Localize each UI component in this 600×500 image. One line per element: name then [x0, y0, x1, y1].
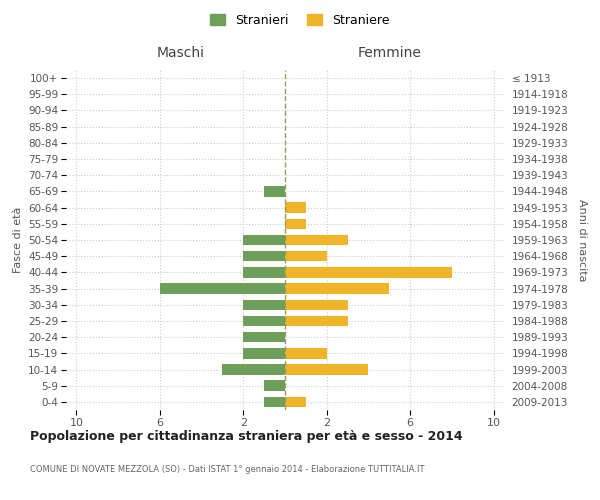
Bar	[285, 202, 306, 213]
Text: Maschi: Maschi	[157, 46, 205, 60]
Bar	[285, 218, 306, 229]
Bar	[223, 364, 285, 375]
Bar	[243, 316, 285, 326]
Bar	[243, 332, 285, 342]
Bar	[285, 396, 306, 407]
Bar	[285, 234, 347, 246]
Bar	[264, 396, 285, 407]
Bar	[285, 251, 327, 262]
Bar	[285, 364, 368, 375]
Bar	[243, 300, 285, 310]
Bar	[243, 251, 285, 262]
Legend: Stranieri, Straniere: Stranieri, Straniere	[205, 8, 395, 32]
Bar	[285, 284, 389, 294]
Bar	[285, 348, 327, 358]
Text: COMUNE DI NOVATE MEZZOLA (SO) - Dati ISTAT 1° gennaio 2014 - Elaborazione TUTTIT: COMUNE DI NOVATE MEZZOLA (SO) - Dati IST…	[30, 465, 425, 474]
Y-axis label: Fasce di età: Fasce di età	[13, 207, 23, 273]
Bar	[285, 316, 347, 326]
Bar	[264, 380, 285, 391]
Bar	[264, 186, 285, 196]
Bar	[243, 234, 285, 246]
Bar	[160, 284, 285, 294]
Bar	[243, 348, 285, 358]
Bar	[243, 267, 285, 278]
Bar	[285, 300, 347, 310]
Text: Popolazione per cittadinanza straniera per età e sesso - 2014: Popolazione per cittadinanza straniera p…	[30, 430, 463, 443]
Y-axis label: Anni di nascita: Anni di nascita	[577, 198, 587, 281]
Bar	[285, 267, 452, 278]
Text: Femmine: Femmine	[358, 46, 421, 60]
